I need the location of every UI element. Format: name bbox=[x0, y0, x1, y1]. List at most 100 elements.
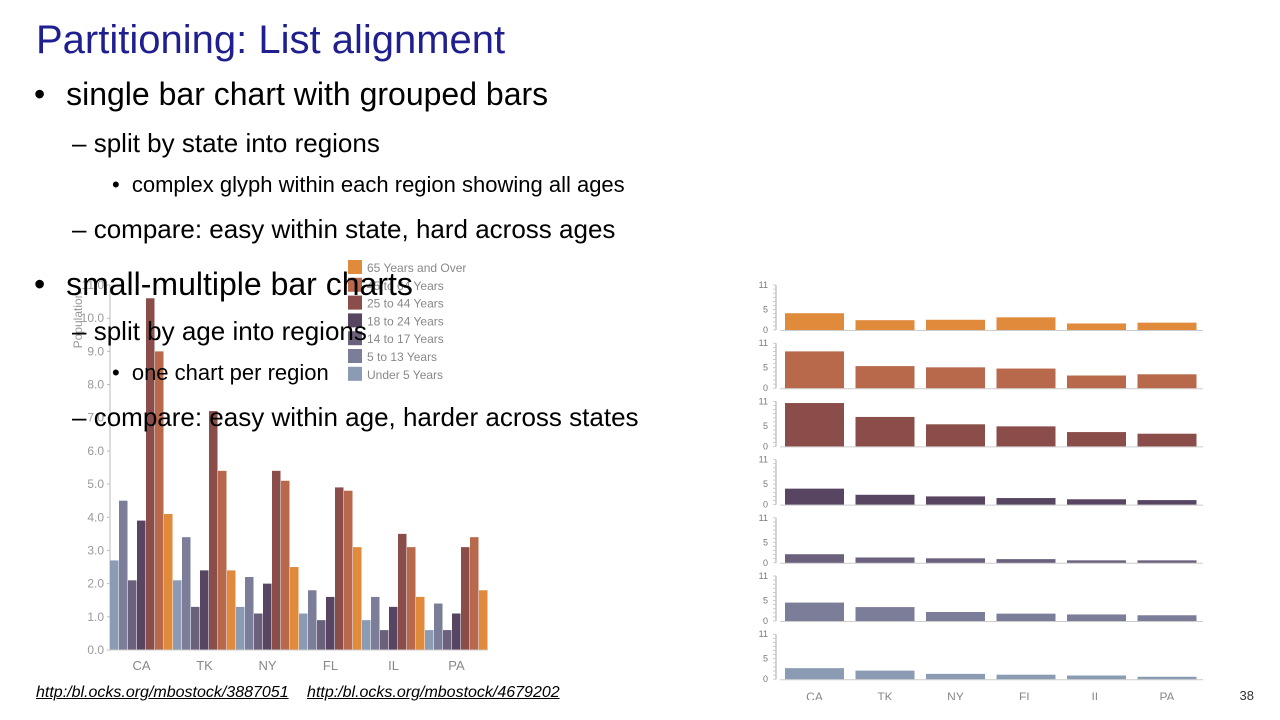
y-tick-label: 5 bbox=[763, 479, 768, 489]
y-axis-label: Population bbox=[71, 292, 85, 349]
x-tick-label: TK bbox=[877, 690, 892, 700]
y-tick-label: 11 bbox=[759, 396, 768, 406]
y-tick-label: 0 bbox=[763, 441, 768, 451]
bar bbox=[110, 560, 119, 650]
x-tick-label: FL bbox=[1019, 690, 1033, 700]
bar bbox=[996, 317, 1056, 330]
bar bbox=[425, 630, 434, 650]
bar bbox=[1067, 375, 1126, 389]
bar bbox=[855, 416, 915, 447]
bar bbox=[1137, 322, 1197, 330]
bar bbox=[1067, 675, 1126, 680]
x-tick-label: CA bbox=[806, 690, 823, 700]
bullet-1-sub-1: – split by state into regions bbox=[72, 128, 380, 159]
source-link-1[interactable]: http:/bl.ocks.org/mbostock/3887051 bbox=[36, 684, 289, 701]
y-tick-label: 5 bbox=[763, 537, 768, 547]
dash-glyph: – bbox=[72, 128, 87, 158]
bar bbox=[146, 298, 155, 650]
dash-glyph: – bbox=[72, 402, 87, 432]
bar bbox=[926, 367, 985, 389]
bar bbox=[1137, 500, 1197, 505]
bar bbox=[1067, 432, 1126, 447]
bullet-2-sub-1-sub: • one chart per region bbox=[112, 360, 329, 386]
bullet-glyph: • bbox=[34, 76, 46, 112]
legend-label: Under 5 Years bbox=[367, 368, 443, 382]
y-tick-label: 11 bbox=[759, 455, 768, 465]
bar bbox=[926, 424, 985, 447]
y-tick-label: 5 bbox=[763, 305, 768, 315]
bar bbox=[926, 319, 985, 330]
bar bbox=[785, 488, 844, 505]
y-tick-label: 0.0 bbox=[87, 643, 104, 657]
x-tick-label: CA bbox=[132, 658, 150, 673]
bullet-2-sub-2-text: compare: easy within age, harder across … bbox=[93, 402, 639, 432]
legend-swatch bbox=[348, 260, 362, 274]
y-tick-label: 7.0 bbox=[87, 411, 104, 425]
dash-glyph: – bbox=[72, 316, 87, 346]
bar bbox=[996, 674, 1056, 680]
y-tick-label: 0 bbox=[763, 325, 768, 335]
bullet-1-sub-1-sub-text: complex glyph within each region showing… bbox=[131, 172, 625, 197]
bar bbox=[855, 320, 915, 330]
bar bbox=[209, 411, 218, 650]
page-number: 38 bbox=[1239, 688, 1254, 703]
x-tick-label: PA bbox=[448, 658, 465, 673]
bar bbox=[452, 613, 461, 650]
source-link-2[interactable]: http:/bl.ocks.org/mbostock/4679202 bbox=[307, 684, 560, 701]
bar bbox=[1137, 374, 1197, 389]
bar bbox=[380, 630, 389, 650]
bar bbox=[416, 596, 425, 650]
small-multiples-svg: 0 5 11 0 5 11 0 5 11 0 5 11 0 5 11 0 5 11 0 5 11 CA TK NY FL IL PA bbox=[759, 280, 1203, 704]
x-tick-label: IL bbox=[1091, 690, 1101, 700]
y-tick-label: 11 bbox=[759, 513, 768, 523]
y-tick-label: 1.0 bbox=[87, 610, 104, 624]
y-tick-label: 5 bbox=[763, 363, 768, 373]
source-links: http:/bl.ocks.org/mbostock/3887051 http:… bbox=[36, 684, 574, 702]
bar bbox=[926, 673, 985, 680]
y-tick-label: 0 bbox=[763, 500, 768, 510]
bar bbox=[326, 596, 335, 650]
legend-label: 14 to 17 Years bbox=[367, 332, 444, 346]
bar bbox=[926, 496, 985, 505]
bar bbox=[245, 577, 254, 650]
bar bbox=[785, 313, 844, 330]
page-title: Partitioning: List alignment bbox=[36, 18, 506, 62]
bar bbox=[785, 351, 844, 389]
legend-label: 65 Years and Over bbox=[367, 261, 466, 275]
bar bbox=[1067, 614, 1126, 621]
legend-swatch bbox=[348, 349, 362, 363]
bar bbox=[173, 580, 182, 650]
y-tick-label: 0 bbox=[763, 383, 768, 393]
dash-glyph: – bbox=[72, 214, 87, 244]
bar bbox=[996, 368, 1056, 389]
bar bbox=[281, 480, 290, 650]
bar bbox=[1137, 615, 1197, 621]
bullet-2-sub-1: – split by age into regions bbox=[72, 316, 367, 347]
legend-swatch bbox=[348, 277, 362, 292]
y-tick-label: 11 bbox=[759, 571, 768, 581]
y-tick-label: 0 bbox=[763, 558, 768, 568]
bar bbox=[1067, 560, 1126, 563]
y-tick-label: 8.0 bbox=[87, 378, 104, 392]
bullet-1-sub-2-text: compare: easy within state, hard across … bbox=[93, 214, 616, 244]
bar bbox=[1137, 433, 1197, 447]
bar bbox=[371, 596, 380, 650]
bar bbox=[200, 570, 209, 650]
y-tick-label: 0 bbox=[763, 616, 768, 626]
bar bbox=[785, 668, 844, 680]
bar bbox=[479, 590, 488, 650]
legend-swatch bbox=[348, 331, 362, 346]
bar bbox=[996, 559, 1056, 563]
legend-swatch bbox=[348, 366, 362, 381]
bar bbox=[443, 630, 452, 650]
legend-swatch bbox=[348, 295, 362, 310]
y-tick-label: 5.0 bbox=[87, 477, 104, 491]
y-tick-label: 9.0 bbox=[87, 344, 104, 358]
bullet-1: • single bar chart with grouped bars bbox=[34, 76, 548, 113]
bullet-2-sub-1-text: split by age into regions bbox=[93, 316, 367, 346]
bar bbox=[407, 547, 416, 650]
bullet-glyph: • bbox=[112, 172, 120, 197]
bar bbox=[785, 403, 844, 447]
y-tick-label: 0 bbox=[763, 674, 768, 684]
bar bbox=[227, 570, 236, 650]
